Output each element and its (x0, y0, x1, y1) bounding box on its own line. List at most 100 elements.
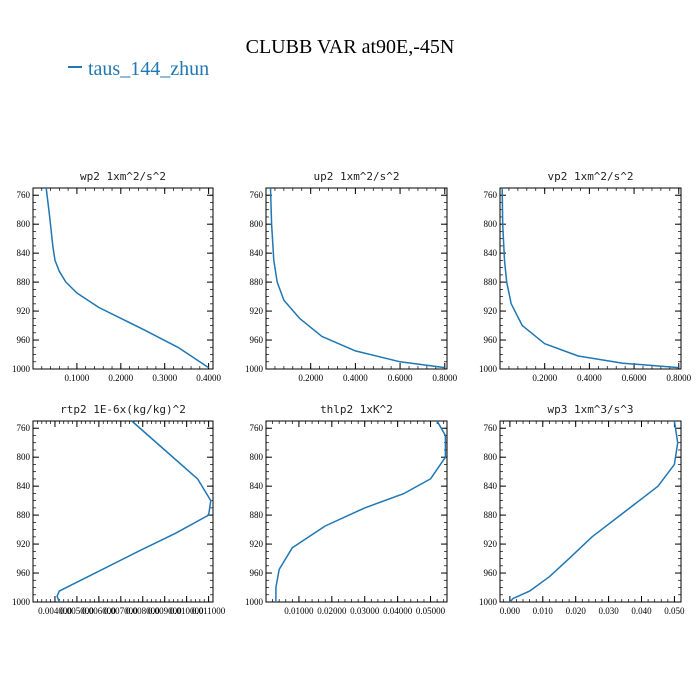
subplot-title: vp2 1xm^2/s^2 (547, 170, 633, 183)
y-tick-label: 760 (484, 423, 498, 433)
plot-frame (265, 187, 448, 370)
subplot-6: wp3 1xm^3/s^3 760 800 840 880 920 960 10000.000… (479, 403, 685, 616)
legend: taus_144_zhun (68, 58, 209, 81)
plot-frame (499, 187, 682, 370)
plot-frame (499, 420, 682, 603)
y-tick-label: 760 (250, 423, 264, 433)
y-tick-label: 920 (17, 306, 31, 316)
x-tick-label: 0.000 (500, 606, 521, 616)
y-tick-label: 760 (250, 190, 264, 200)
y-tick-label: 800 (484, 452, 498, 462)
series-line (275, 420, 447, 602)
x-tick-label: 0.040 (631, 606, 652, 616)
y-tick-label: 960 (484, 335, 498, 345)
y-tick-label: 960 (484, 568, 498, 578)
y-tick-label: 960 (250, 568, 264, 578)
y-tick-label: 840 (484, 481, 498, 491)
x-tick-label: 0.011000 (192, 606, 226, 616)
y-tick-label: 960 (17, 568, 31, 578)
y-tick-label: 880 (250, 277, 264, 287)
y-tick-label: 1000 (245, 597, 264, 607)
y-tick-label: 840 (250, 481, 264, 491)
plot-frame (32, 420, 214, 603)
x-tick-label: 0.2000 (532, 373, 557, 383)
y-tick-label: 1000 (12, 364, 31, 374)
legend-label: taus_144_zhun (88, 58, 210, 80)
x-tick-label: 0.010 (533, 606, 554, 616)
legend-line-swatch (68, 66, 82, 69)
x-tick-label: 0.8000 (432, 373, 457, 383)
series-line (269, 187, 445, 369)
series-line (501, 187, 679, 369)
y-tick-label: 800 (484, 219, 498, 229)
x-tick-label: 0.02000 (317, 606, 347, 616)
y-tick-label: 760 (484, 190, 498, 200)
x-tick-label: 0.010000 (170, 606, 204, 616)
subplot-5: thlp2 1xK^2 760 800 840 880 920 960 1000 0.01000… (245, 403, 448, 616)
x-tick-label: 0.4000 (196, 373, 221, 383)
subplot-1: wp2 1xm^2/s^2 760 800 840 880 920 960 1000 0.100… (12, 170, 221, 383)
x-tick-label: 0.2000 (298, 373, 323, 383)
x-tick-label: 0.4000 (343, 373, 368, 383)
x-tick-label: 0.04000 (383, 606, 413, 616)
x-tick-label: 0.050 (664, 606, 685, 616)
x-tick-label: 0.6000 (388, 373, 413, 383)
series-line (509, 420, 679, 603)
x-tick-label: 0.01000 (284, 606, 314, 616)
y-tick-label: 1000 (479, 364, 498, 374)
x-tick-label: 0.05000 (416, 606, 446, 616)
y-tick-label: 840 (484, 248, 498, 258)
y-tick-label: 960 (17, 335, 31, 345)
y-tick-label: 800 (250, 219, 264, 229)
y-tick-label: 1000 (245, 364, 264, 374)
x-tick-label: 0.004000 (38, 606, 72, 616)
y-tick-label: 920 (484, 306, 498, 316)
subplot-3: vp2 1xm^2/s^2 760 800 840 880 920 960 1000 0.200… (479, 170, 692, 383)
y-tick-label: 800 (250, 452, 264, 462)
y-tick-label: 880 (484, 277, 498, 287)
x-tick-label: 0.006000 (82, 606, 116, 616)
y-tick-label: 840 (17, 481, 31, 491)
subplot-title: wp2 1xm^2/s^2 (80, 170, 166, 183)
y-tick-label: 880 (484, 510, 498, 520)
x-tick-label: 0.03000 (350, 606, 380, 616)
plot-frame (32, 187, 214, 370)
subplot-2: up2 1xm^2/s^2 760 800 840 880 920 960 1000 0.200… (245, 170, 458, 383)
x-tick-label: 0.007000 (104, 606, 138, 616)
subplot-title: rtp2 1E-6x(kg/kg)^2 (60, 403, 186, 416)
y-tick-label: 920 (250, 306, 264, 316)
y-tick-label: 760 (17, 190, 31, 200)
y-tick-label: 800 (17, 452, 31, 462)
x-tick-label: 0.2000 (108, 373, 133, 383)
x-tick-label: 0.3000 (152, 373, 177, 383)
y-tick-label: 760 (17, 423, 31, 433)
y-tick-label: 880 (250, 510, 264, 520)
x-tick-label: 0.008000 (126, 606, 160, 616)
y-tick-label: 880 (17, 510, 31, 520)
y-tick-label: 920 (484, 539, 498, 549)
y-tick-label: 920 (17, 539, 31, 549)
x-tick-label: 0.6000 (622, 373, 647, 383)
y-tick-label: 840 (250, 248, 264, 258)
x-tick-label: 0.030 (598, 606, 619, 616)
x-tick-label: 0.4000 (577, 373, 602, 383)
y-tick-label: 1000 (479, 597, 498, 607)
x-tick-label: 0.1000 (65, 373, 90, 383)
series-line (56, 420, 212, 603)
subplot-title: thlp2 1xK^2 (320, 403, 393, 416)
y-tick-label: 1000 (12, 597, 31, 607)
subplot-title: wp3 1xm^3/s^3 (547, 403, 633, 416)
subplot-4: rtp2 1E-6x(kg/kg)^2 760 800 840 880 920 960 100… (12, 403, 226, 616)
x-tick-label: 0.009000 (148, 606, 182, 616)
y-tick-label: 880 (17, 277, 31, 287)
x-tick-label: 0.005000 (60, 606, 94, 616)
x-tick-label: 0.020 (566, 606, 587, 616)
plot-frame (265, 420, 448, 603)
figure-title: CLUBB VAR at90E,-45N (245, 36, 455, 58)
series-line (45, 187, 210, 369)
y-tick-label: 840 (17, 248, 31, 258)
y-tick-label: 920 (250, 539, 264, 549)
subplot-title: up2 1xm^2/s^2 (313, 170, 399, 183)
y-tick-label: 800 (17, 219, 31, 229)
